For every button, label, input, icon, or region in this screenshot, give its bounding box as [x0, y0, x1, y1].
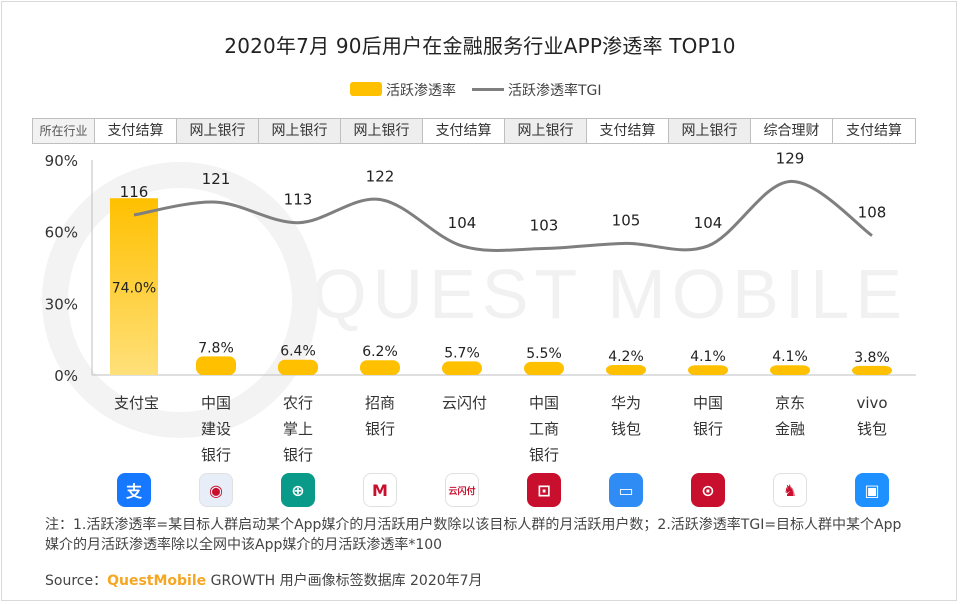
category-label: 农行 掌上 银行: [282, 394, 313, 464]
industry-cell: 网上银行: [259, 119, 341, 143]
bar: [524, 361, 564, 375]
source-brand: QuestMobile: [107, 573, 207, 589]
bar: [606, 364, 646, 375]
watermark-text: QUEST MOBILE: [312, 255, 908, 333]
category-label: 中国 银行: [692, 394, 723, 438]
bar-value-label: 7.8%: [198, 340, 234, 356]
industry-cell: 网上银行: [669, 119, 751, 143]
tgi-value-label: 104: [694, 214, 723, 232]
bar-value-label: 74.0%: [112, 281, 156, 297]
bar: [770, 365, 810, 375]
bar-value-label: 4.2%: [608, 349, 644, 365]
bar-value-label: 3.8%: [854, 350, 890, 366]
bar: [442, 361, 482, 375]
category-label: 华为 钱包: [610, 394, 641, 438]
category-label: 招商 银行: [364, 394, 395, 438]
legend: 活跃渗透率 活跃渗透率TGI: [0, 80, 960, 100]
vivo-wallet-icon: ▣: [855, 473, 889, 507]
category-label: 中国 建设 银行: [200, 394, 231, 464]
tgi-value-label: 121: [202, 170, 231, 188]
bar: [688, 365, 728, 375]
abc-icon: ⊕: [281, 473, 315, 507]
legend-line-label: 活跃渗透率TGI: [508, 83, 602, 99]
chart-title: 2020年7月 90后用户在金融服务行业APP渗透率 TOP10: [224, 34, 736, 58]
category-label: 中国 工商 银行: [528, 394, 559, 464]
y-tick-label: 30%: [45, 295, 78, 313]
bar-value-label: 6.2%: [362, 344, 398, 360]
tgi-value-label: 105: [612, 211, 641, 229]
bar-value-label: 6.4%: [280, 344, 316, 360]
industry-cell: 支付结算: [846, 123, 902, 139]
category-label: 支付宝: [114, 394, 160, 412]
icbc-icon: ⊡: [527, 473, 561, 507]
tgi-value-label: 122: [366, 168, 395, 186]
tgi-value-label: 103: [530, 216, 559, 234]
industry-cell: 网上银行: [341, 119, 423, 143]
industry-cell: 网上银行: [177, 119, 259, 143]
jd-finance-icon: ♞: [773, 473, 807, 507]
boc-icon: ⊙: [691, 473, 725, 507]
category-label: vivo 钱包: [856, 394, 888, 438]
bar: [360, 360, 400, 375]
industry-cell: 支付结算: [587, 119, 669, 143]
footnote: 注：1.活跃渗透率=某目标人群启动某个App媒介的月活跃用户数除以该目标人群的月…: [45, 517, 902, 553]
bar: [852, 365, 892, 375]
industry-cell: 综合理财: [751, 119, 833, 143]
y-tick-label: 0%: [54, 367, 78, 385]
source-suffix: GROWTH 用户画像标签数据库 2020年7月: [206, 573, 483, 589]
source-line: Source：QuestMobile GROWTH 用户画像标签数据库 2020…: [45, 570, 483, 590]
legend-line-swatch: [472, 88, 504, 91]
huawei-wallet-icon: ▭: [609, 473, 643, 507]
legend-bar-label: 活跃渗透率: [386, 83, 456, 99]
bar-value-label: 5.5%: [526, 346, 562, 362]
tgi-value-label: 113: [284, 191, 313, 209]
y-tick-label: 60%: [45, 224, 78, 242]
unionpay-icon: 云闪付: [445, 473, 479, 507]
legend-bar-swatch: [350, 82, 382, 96]
tgi-value-label: 129: [776, 149, 805, 167]
ccb-icon: ◉: [199, 473, 233, 507]
tgi-value-label: 116: [120, 183, 149, 201]
bar-value-label: 4.1%: [772, 349, 808, 365]
bar: [110, 198, 158, 375]
tgi-value-label: 104: [448, 214, 477, 232]
industry-cell: 支付结算: [95, 119, 177, 143]
bar: [278, 359, 318, 375]
source-prefix: Source：: [45, 573, 108, 589]
industry-header: 所在行业: [33, 119, 95, 143]
industry-cell: 网上银行: [505, 119, 587, 143]
bar-value-label: 4.1%: [690, 349, 726, 365]
industry-cell: 支付结算: [423, 119, 505, 143]
category-label: 云闪付: [442, 394, 488, 412]
bar-value-label: 5.7%: [444, 345, 480, 361]
bar: [196, 356, 236, 375]
alipay-icon: 支: [117, 473, 151, 507]
cmb-icon: M: [363, 473, 397, 507]
industry-row: 所在行业 支付结算 网上银行 网上银行 网上银行 支付结算 网上银行 支付结算 …: [32, 118, 916, 144]
watermark-ring: [42, 162, 318, 438]
tgi-value-label: 108: [858, 204, 887, 222]
tgi-line: [133, 179, 873, 252]
y-tick-label: 90%: [45, 152, 78, 170]
category-label: 京东 金融: [774, 394, 805, 438]
